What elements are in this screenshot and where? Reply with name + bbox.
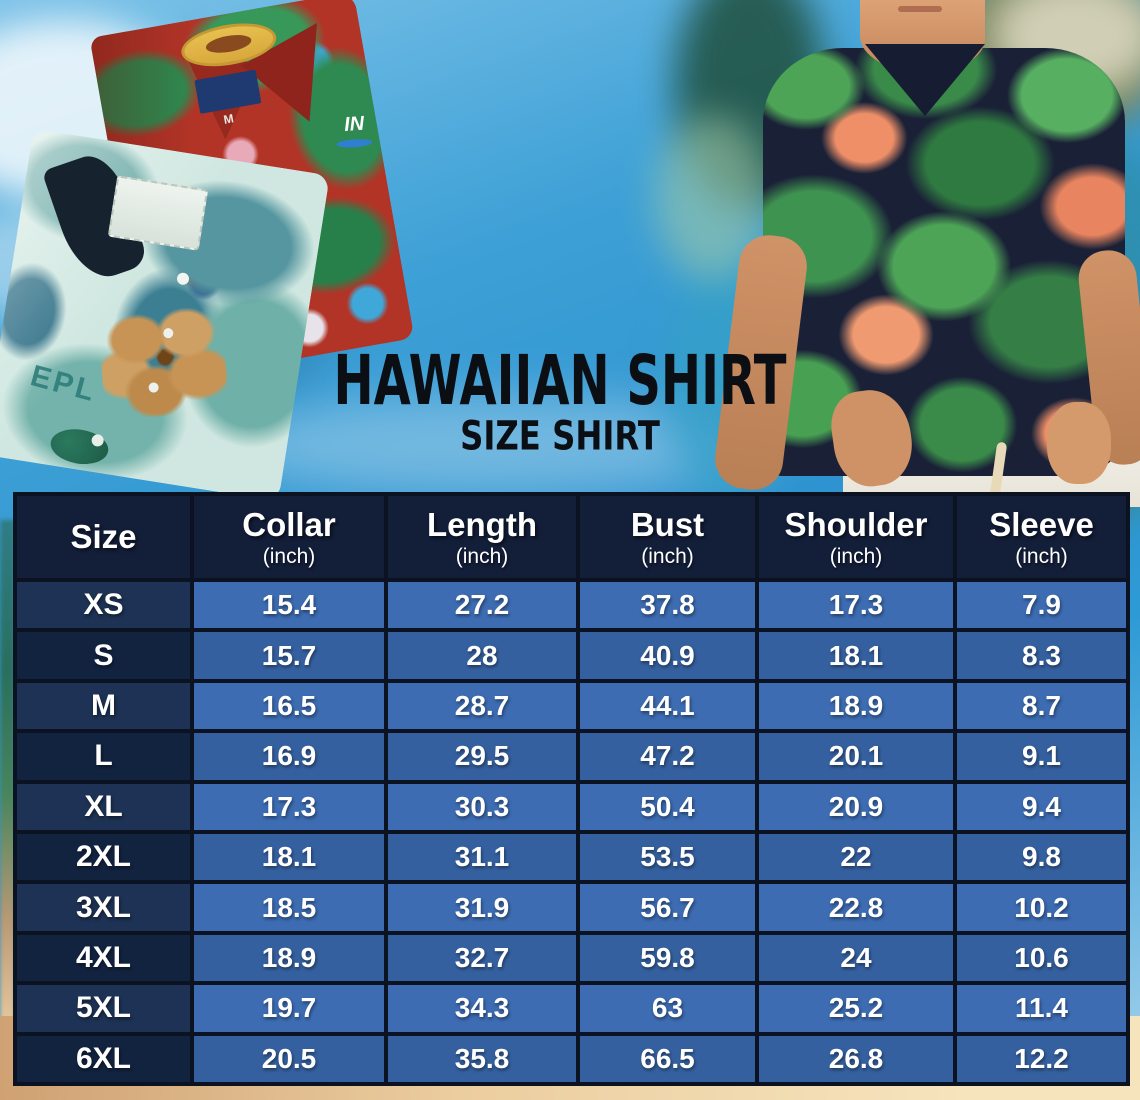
size-cell: 2XL xyxy=(13,829,194,885)
value-cell: 66.5 xyxy=(576,1031,759,1087)
value-cell: 15.7 xyxy=(190,628,388,683)
table-row: XL 17.3 30.3 50.4 20.9 9.4 xyxy=(13,779,1130,834)
model-mouth xyxy=(898,6,942,12)
page-title: HAWAIIAN SHIRT xyxy=(333,340,787,422)
value-cell: 27.2 xyxy=(384,577,580,633)
size-cell: L xyxy=(13,729,194,784)
value-cell: 63 xyxy=(576,981,759,1036)
value-cell: 10.2 xyxy=(953,880,1130,935)
size-cell: 5XL xyxy=(13,981,194,1036)
table-row: 3XL 18.5 31.9 56.7 22.8 10.2 xyxy=(13,880,1130,935)
table-row: XS 15.4 27.2 37.8 17.3 7.9 xyxy=(13,577,1130,633)
page-subtitle: SIZE SHIRT xyxy=(460,412,660,460)
value-cell: 9.1 xyxy=(953,729,1130,784)
column-header-bust: Bust (inch) xyxy=(576,492,759,582)
value-cell: 26.8 xyxy=(755,1031,957,1087)
table-row: 6XL 20.5 35.8 66.5 26.8 12.2 xyxy=(13,1031,1130,1087)
column-header-size: Size xyxy=(13,492,194,582)
value-cell: 18.9 xyxy=(190,930,388,986)
bird-print xyxy=(48,425,111,469)
value-cell: 17.3 xyxy=(755,577,957,633)
value-cell: 7.9 xyxy=(953,577,1130,633)
value-cell: 37.8 xyxy=(576,577,759,633)
value-cell: 19.7 xyxy=(190,981,388,1036)
value-cell: 59.8 xyxy=(576,930,759,986)
size-cell: 4XL xyxy=(13,930,194,986)
column-header-sleeve: Sleeve (inch) xyxy=(953,492,1130,582)
value-cell: 22 xyxy=(755,829,957,885)
table-row: 4XL 18.9 32.7 59.8 24 10.6 xyxy=(13,930,1130,986)
table-row: 2XL 18.1 31.1 53.5 22 9.8 xyxy=(13,829,1130,885)
size-cell: M xyxy=(13,678,194,734)
brand-oval xyxy=(204,31,254,56)
size-cell: S xyxy=(13,628,194,683)
model-right-hand xyxy=(1047,402,1111,484)
value-cell: 31.9 xyxy=(384,880,580,935)
value-cell: 20.9 xyxy=(755,779,957,834)
table-row: S 15.7 28 40.9 18.1 8.3 xyxy=(13,628,1130,683)
value-cell: 17.3 xyxy=(190,779,388,834)
value-cell: 32.7 xyxy=(384,930,580,986)
value-cell: 10.6 xyxy=(953,930,1130,986)
value-cell: 50.4 xyxy=(576,779,759,834)
size-cell: 6XL xyxy=(13,1031,194,1087)
value-cell: 53.5 xyxy=(576,829,759,885)
value-cell: 47.2 xyxy=(576,729,759,784)
value-cell: 18.1 xyxy=(755,628,957,683)
shirt-size-tag-letter: M xyxy=(222,111,235,127)
value-cell: 18.1 xyxy=(190,829,388,885)
value-cell: 20.1 xyxy=(755,729,957,784)
value-cell: 28 xyxy=(384,628,580,683)
value-cell: 20.5 xyxy=(190,1031,388,1087)
value-cell: 15.4 xyxy=(190,577,388,633)
value-cell: 9.4 xyxy=(953,779,1130,834)
size-cell: XL xyxy=(13,779,194,834)
size-cell: XS xyxy=(13,577,194,633)
column-header-shoulder: Shoulder (inch) xyxy=(755,492,957,582)
palm-trunk-blur xyxy=(0,520,15,1020)
value-cell: 9.8 xyxy=(953,829,1130,885)
value-cell: 28.7 xyxy=(384,678,580,734)
value-cell: 44.1 xyxy=(576,678,759,734)
table-row: L 16.9 29.5 47.2 20.1 9.1 xyxy=(13,729,1130,784)
value-cell: 31.1 xyxy=(384,829,580,885)
value-cell: 16.9 xyxy=(190,729,388,784)
value-cell: 40.9 xyxy=(576,628,759,683)
column-header-collar: Collar (inch) xyxy=(190,492,388,582)
value-cell: 29.5 xyxy=(384,729,580,784)
value-cell: 18.9 xyxy=(755,678,957,734)
size-chart-table: Size Collar (inch) Length (inch) Bust (i… xyxy=(13,492,1130,1087)
table-row: M 16.5 28.7 44.1 18.9 8.7 xyxy=(13,678,1130,734)
value-cell: 24 xyxy=(755,930,957,986)
size-cell: 3XL xyxy=(13,880,194,935)
model-wearing-flamingo-shirt-photo xyxy=(711,0,1140,507)
value-cell: 8.7 xyxy=(953,678,1130,734)
value-cell: 56.7 xyxy=(576,880,759,935)
shirt-print-text: EPL xyxy=(27,359,101,409)
value-cell: 30.3 xyxy=(384,779,580,834)
value-cell: 34.3 xyxy=(384,981,580,1036)
hibiscus-flower-print xyxy=(96,298,230,421)
shirt-logo-patch: IN xyxy=(326,108,383,154)
value-cell: 35.8 xyxy=(384,1031,580,1087)
column-header-length: Length (inch) xyxy=(384,492,580,582)
value-cell: 18.5 xyxy=(190,880,388,935)
value-cell: 22.8 xyxy=(755,880,957,935)
value-cell: 12.2 xyxy=(953,1031,1130,1087)
value-cell: 11.4 xyxy=(953,981,1130,1036)
value-cell: 25.2 xyxy=(755,981,957,1036)
header-row: Size Collar (inch) Length (inch) Bust (i… xyxy=(13,492,1130,582)
table-row: 5XL 19.7 34.3 63 25.2 11.4 xyxy=(13,981,1130,1036)
value-cell: 16.5 xyxy=(190,678,388,734)
value-cell: 8.3 xyxy=(953,628,1130,683)
title-block: HAWAIIAN SHIRT SIZE SHIRT xyxy=(270,345,850,460)
